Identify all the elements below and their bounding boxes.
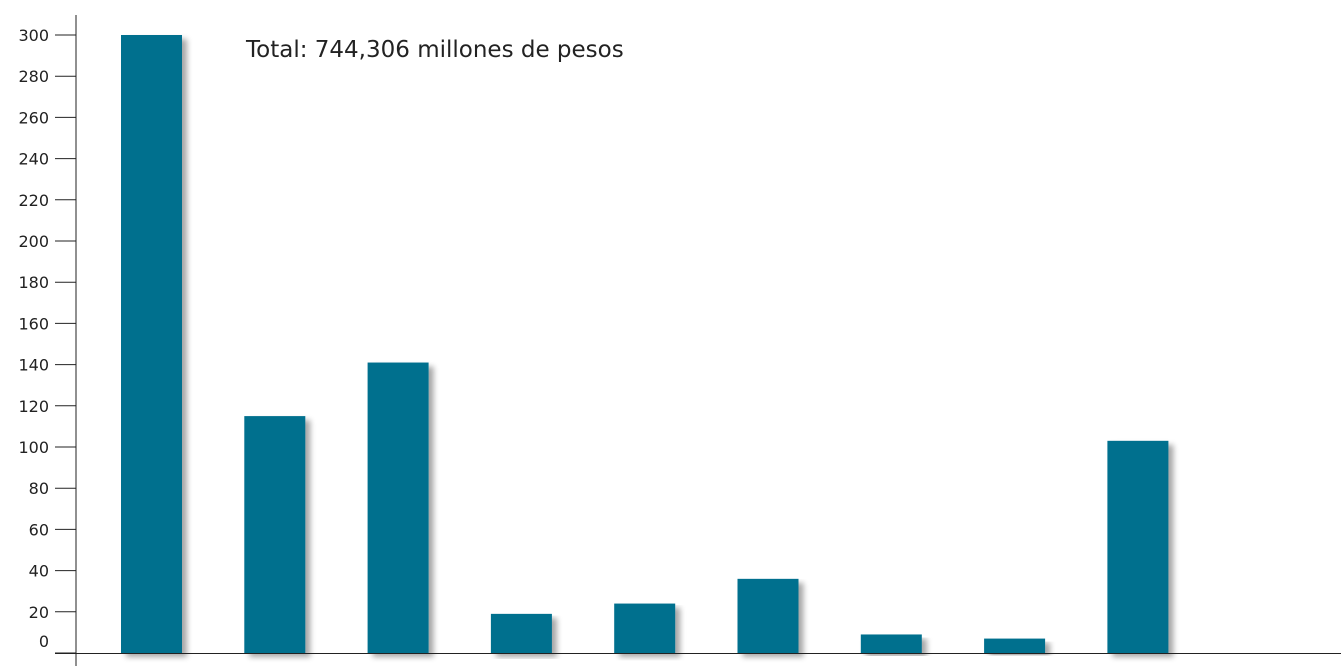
bar (244, 416, 306, 653)
y-tick-label: 240 (18, 150, 49, 169)
y-tick-label: 260 (18, 108, 49, 127)
bars-group (121, 35, 1169, 653)
y-tick-label: 100 (18, 438, 49, 457)
y-tick-label: 200 (18, 232, 49, 251)
y-tick-label: 140 (18, 356, 49, 375)
bar (490, 613, 552, 653)
y-tick-label: 180 (18, 273, 49, 292)
bar (860, 634, 922, 653)
bar (1107, 440, 1169, 653)
y-tick-label: 280 (18, 67, 49, 86)
y-tick-label: 120 (18, 397, 49, 416)
y-tick-label: 160 (18, 314, 49, 333)
y-axis: 0 20 40 60 80 100 120 140 160 180 200 220 240 260 280 3… (18, 15, 77, 666)
y-tick-label: 20 (29, 603, 49, 622)
y-tick-label: 40 (29, 562, 49, 581)
y-tick-label: 0 (39, 632, 49, 651)
bar (367, 362, 429, 653)
total-annotation: Total: 744,306 millones de pesos (245, 37, 624, 63)
bar (737, 578, 799, 653)
bar (614, 603, 676, 653)
y-tick-label: 220 (18, 191, 49, 210)
y-tick-label: 80 (29, 479, 49, 498)
y-tick-label: 300 (18, 26, 49, 45)
bar (121, 35, 182, 653)
y-tick-label: 60 (29, 520, 49, 539)
bar (984, 638, 1046, 653)
